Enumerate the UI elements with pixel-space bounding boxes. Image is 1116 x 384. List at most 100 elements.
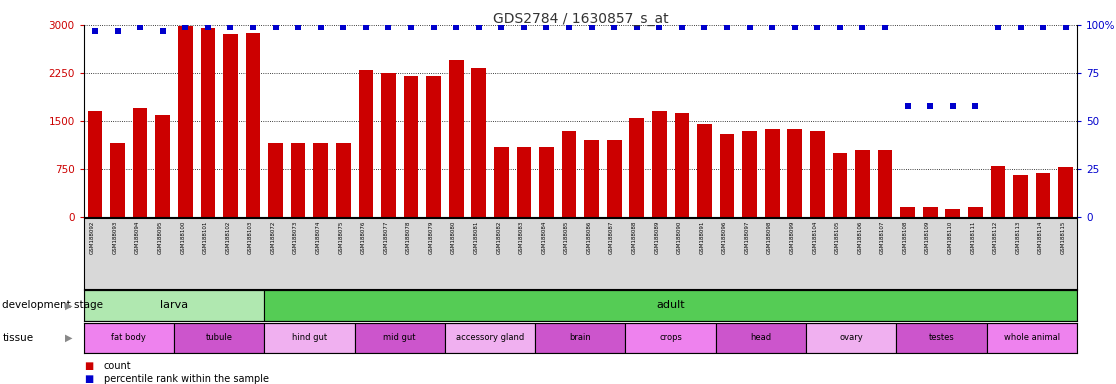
Point <box>922 103 940 109</box>
Text: GSM188109: GSM188109 <box>925 220 931 254</box>
Point <box>1011 24 1029 30</box>
Bar <box>314 143 328 217</box>
Text: GSM188086: GSM188086 <box>587 220 591 254</box>
Bar <box>517 147 531 217</box>
Text: GSM188104: GSM188104 <box>812 220 817 254</box>
Text: GSM188105: GSM188105 <box>835 220 840 254</box>
Bar <box>629 118 644 217</box>
Text: GSM188079: GSM188079 <box>429 220 434 254</box>
Bar <box>355 323 445 353</box>
Text: GSM188101: GSM188101 <box>203 220 208 254</box>
Text: accessory gland: accessory gland <box>456 333 525 343</box>
Text: GSM188087: GSM188087 <box>609 220 614 254</box>
Bar <box>742 131 757 217</box>
Bar <box>1036 174 1050 217</box>
Text: percentile rank within the sample: percentile rank within the sample <box>104 374 269 384</box>
Bar <box>561 131 576 217</box>
Bar <box>991 166 1006 217</box>
Bar <box>174 323 264 353</box>
Text: GSM188098: GSM188098 <box>767 220 772 254</box>
Text: GSM188093: GSM188093 <box>113 220 117 254</box>
Bar <box>358 70 373 217</box>
Point <box>989 24 1007 30</box>
Point <box>311 24 329 30</box>
Bar <box>968 207 983 217</box>
Text: GSM188078: GSM188078 <box>406 220 411 254</box>
Text: GSM188088: GSM188088 <box>632 220 637 254</box>
Point <box>741 24 759 30</box>
Text: fat body: fat body <box>112 333 146 343</box>
Text: GSM188103: GSM188103 <box>248 220 253 254</box>
Point <box>176 24 194 30</box>
Bar <box>177 26 193 217</box>
Text: GSM188091: GSM188091 <box>700 220 704 254</box>
Point <box>944 103 962 109</box>
Point <box>492 24 510 30</box>
Text: GSM188100: GSM188100 <box>181 220 185 254</box>
Bar <box>923 207 937 217</box>
Text: GSM188106: GSM188106 <box>857 220 863 254</box>
Point <box>221 24 239 30</box>
Bar <box>1058 167 1072 217</box>
Point <box>357 24 375 30</box>
Point <box>425 24 443 30</box>
Bar <box>404 76 418 217</box>
Text: development stage: development stage <box>2 300 104 310</box>
Point <box>763 24 781 30</box>
Text: crops: crops <box>660 333 682 343</box>
Bar <box>155 114 170 217</box>
Text: head: head <box>750 333 771 343</box>
Text: hind gut: hind gut <box>292 333 327 343</box>
Text: whole animal: whole animal <box>1003 333 1060 343</box>
Bar <box>674 113 690 217</box>
Point <box>470 24 488 30</box>
Text: tubule: tubule <box>205 333 232 343</box>
Text: GSM188113: GSM188113 <box>1016 220 1020 254</box>
Bar <box>625 323 715 353</box>
Text: GSM188108: GSM188108 <box>903 220 907 254</box>
Text: GSM188083: GSM188083 <box>519 220 523 254</box>
Text: adult: adult <box>656 300 685 310</box>
Text: GSM188114: GSM188114 <box>1038 220 1043 254</box>
Point <box>86 28 104 34</box>
Bar <box>720 134 734 217</box>
Bar <box>449 60 463 217</box>
Bar <box>806 323 896 353</box>
Bar <box>133 108 147 217</box>
Text: GSM188102: GSM188102 <box>225 220 230 254</box>
Point <box>898 103 916 109</box>
Text: GSM188110: GSM188110 <box>947 220 953 254</box>
Point <box>808 24 826 30</box>
Text: ■: ■ <box>84 361 93 371</box>
Bar <box>264 323 355 353</box>
Point <box>132 24 150 30</box>
Bar <box>652 111 666 217</box>
Point <box>718 24 735 30</box>
Text: count: count <box>104 361 132 371</box>
Bar <box>223 34 238 217</box>
Point <box>583 24 600 30</box>
Point <box>289 24 307 30</box>
Text: GSM188097: GSM188097 <box>744 220 750 254</box>
Point <box>448 24 465 30</box>
Text: tissue: tissue <box>2 333 33 343</box>
Bar <box>810 131 825 217</box>
Text: GSM188115: GSM188115 <box>1060 220 1066 254</box>
Text: GSM188074: GSM188074 <box>316 220 320 254</box>
Point <box>651 24 668 30</box>
Text: GSM188081: GSM188081 <box>473 220 479 254</box>
Text: GSM188095: GSM188095 <box>157 220 163 254</box>
Text: GSM188073: GSM188073 <box>294 220 298 254</box>
Bar <box>426 76 441 217</box>
Point <box>154 28 172 34</box>
Text: larva: larva <box>160 300 189 310</box>
Point <box>335 24 353 30</box>
Bar <box>896 323 987 353</box>
Bar <box>833 153 847 217</box>
Point <box>854 24 872 30</box>
Point <box>538 24 556 30</box>
Bar <box>1013 175 1028 217</box>
Point <box>108 28 126 34</box>
Text: mid gut: mid gut <box>384 333 416 343</box>
Bar <box>268 143 283 217</box>
